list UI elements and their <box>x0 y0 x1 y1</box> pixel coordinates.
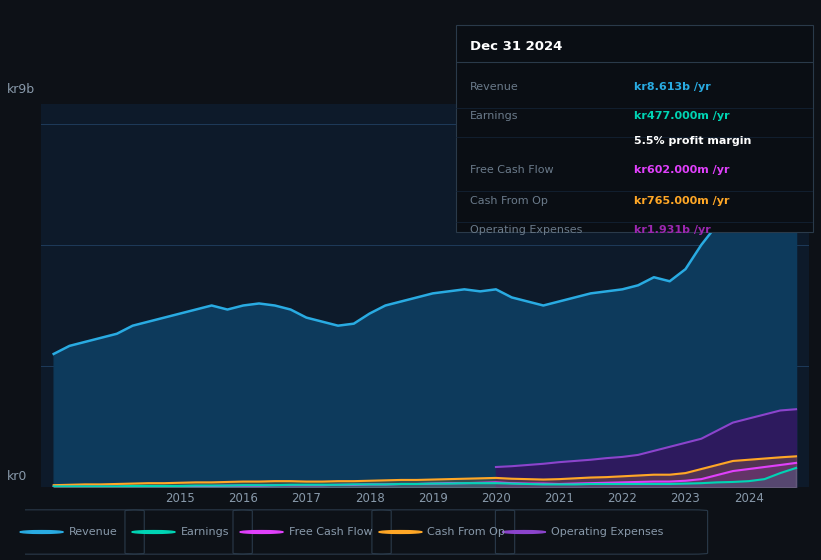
Text: Cash From Op: Cash From Op <box>428 527 506 537</box>
Text: Free Cash Flow: Free Cash Flow <box>470 165 553 175</box>
Text: Revenue: Revenue <box>69 527 117 537</box>
Circle shape <box>132 530 175 534</box>
Text: Cash From Op: Cash From Op <box>470 197 548 206</box>
Text: Dec 31 2024: Dec 31 2024 <box>470 40 562 53</box>
Text: 5.5% profit margin: 5.5% profit margin <box>635 136 751 146</box>
Circle shape <box>502 530 546 534</box>
Text: kr8.613b /yr: kr8.613b /yr <box>635 82 711 92</box>
Text: Earnings: Earnings <box>470 111 518 122</box>
Text: kr602.000m /yr: kr602.000m /yr <box>635 165 730 175</box>
Circle shape <box>240 530 283 534</box>
Text: kr765.000m /yr: kr765.000m /yr <box>635 197 730 206</box>
Text: kr1.931b /yr: kr1.931b /yr <box>635 225 711 235</box>
Text: kr9b: kr9b <box>7 83 34 96</box>
Text: Free Cash Flow: Free Cash Flow <box>288 527 372 537</box>
Text: Revenue: Revenue <box>470 82 519 92</box>
Text: Earnings: Earnings <box>181 527 229 537</box>
Circle shape <box>378 530 422 534</box>
Text: Operating Expenses: Operating Expenses <box>551 527 663 537</box>
Text: kr0: kr0 <box>7 470 27 483</box>
Circle shape <box>20 530 63 534</box>
FancyBboxPatch shape <box>456 25 813 232</box>
Text: Operating Expenses: Operating Expenses <box>470 225 582 235</box>
Text: kr477.000m /yr: kr477.000m /yr <box>635 111 730 122</box>
